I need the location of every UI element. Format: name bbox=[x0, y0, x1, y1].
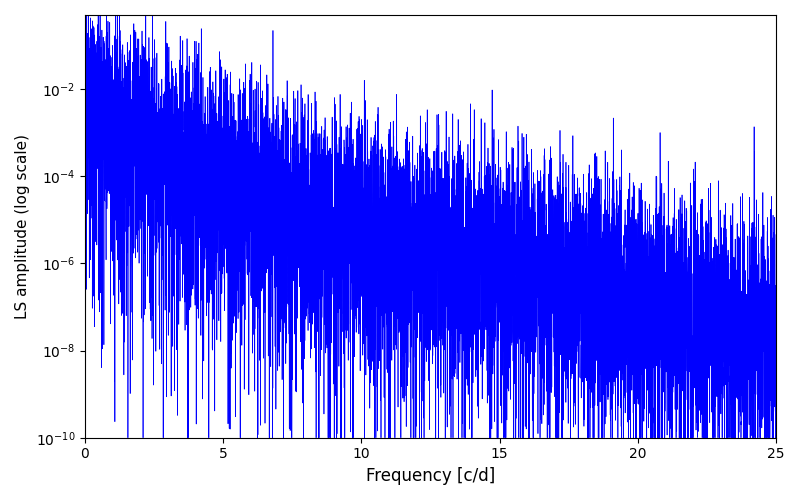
Y-axis label: LS amplitude (log scale): LS amplitude (log scale) bbox=[15, 134, 30, 319]
X-axis label: Frequency [c/d]: Frequency [c/d] bbox=[366, 467, 495, 485]
